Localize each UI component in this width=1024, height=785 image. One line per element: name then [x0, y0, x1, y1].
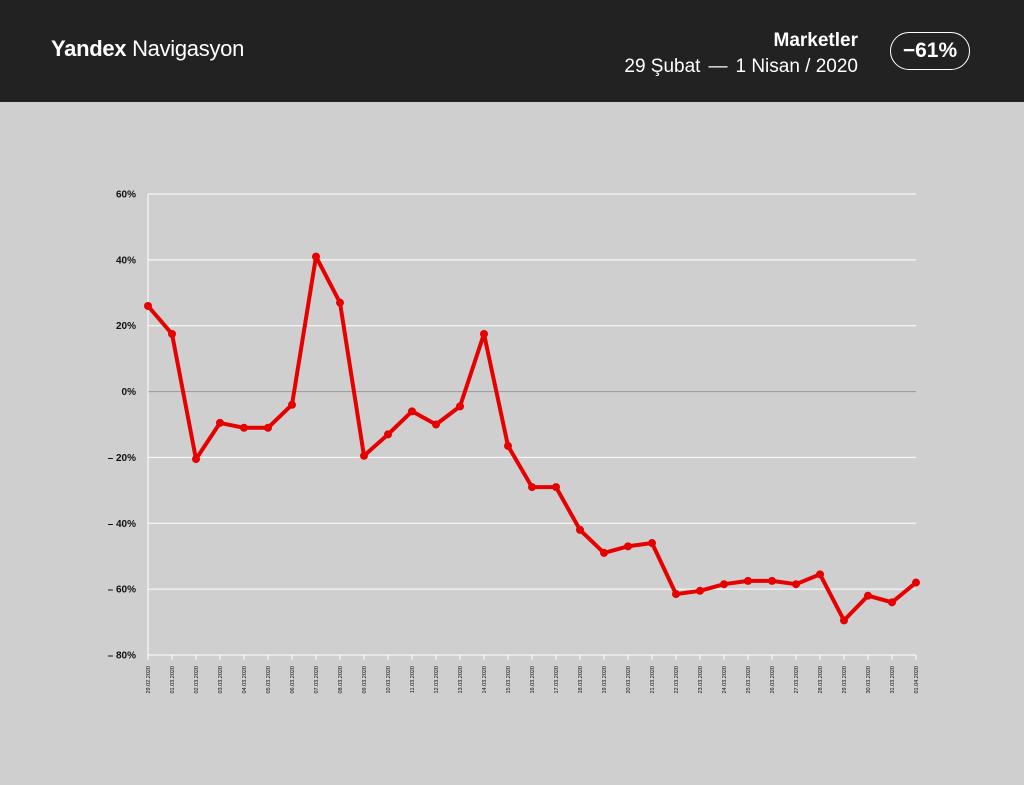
data-point	[552, 483, 560, 492]
y-tick-label: – 40%	[108, 519, 136, 530]
series-line	[146, 254, 918, 623]
data-point	[792, 580, 800, 589]
date-range-start: 29 Şubat	[624, 56, 701, 77]
x-tick-label: 25.03.2020	[746, 666, 752, 694]
x-tick-label: 02.03.2020	[194, 666, 200, 694]
data-point	[720, 580, 728, 589]
x-tick-label: 30.03.2020	[866, 666, 872, 694]
change-badge: −61%	[890, 32, 970, 70]
x-tick-label: 27.03.2020	[794, 666, 800, 694]
x-tick-label: 16.03.2020	[530, 666, 536, 694]
grid-lines	[148, 193, 916, 656]
y-tick-label: – 60%	[108, 585, 136, 596]
y-tick-label: 20%	[116, 321, 136, 332]
data-point	[360, 451, 368, 460]
x-tick-label: 29.02.2020	[146, 666, 152, 694]
x-tick-label: 12.03.2020	[434, 666, 440, 694]
x-tick-label: 01.03.2020	[170, 666, 176, 694]
x-tick-label: 06.03.2020	[290, 666, 296, 694]
date-range-separator: —	[708, 56, 728, 77]
data-point	[240, 423, 248, 432]
x-tick-label: 14.03.2020	[482, 666, 488, 694]
x-tick-label: 05.03.2020	[266, 666, 272, 694]
x-tick-label: 20.03.2020	[626, 666, 632, 694]
y-tick-label: 40%	[116, 255, 136, 266]
data-point	[672, 590, 680, 599]
date-range-end: 1 Nisan / 2020	[735, 56, 858, 77]
data-point	[480, 329, 488, 338]
x-tick-label: 08.03.2020	[338, 666, 344, 694]
date-range: 29 Şubat — 1 Nisan / 2020	[624, 54, 858, 80]
data-point	[864, 591, 872, 600]
x-tick-label: 22.03.2020	[674, 666, 680, 694]
x-axis-labels: 29.02.2020 01.03.2020 02.03.2020 03.03.2020…	[146, 655, 920, 694]
x-tick-label: 09.03.2020	[362, 666, 368, 694]
data-point	[456, 402, 464, 411]
y-tick-label: 60%	[116, 190, 136, 201]
x-tick-label: 11.03.2020	[410, 666, 416, 693]
data-point	[144, 301, 152, 310]
y-axis: 60% 40% 20% 0% – 20% – 40% – 60% – 80%	[108, 190, 149, 662]
data-point	[288, 400, 296, 409]
data-point	[312, 252, 320, 261]
data-point	[384, 430, 392, 439]
x-tick-label: 15.03.2020	[506, 666, 512, 694]
series-layer	[144, 252, 920, 625]
x-tick-label: 19.03.2020	[602, 666, 608, 694]
brand-logo: Yandex Navigasyon	[51, 36, 244, 62]
x-tick-label: 01.04.2020	[914, 666, 920, 694]
brand-product: Navigasyon	[132, 36, 245, 61]
header-bar: Yandex Navigasyon Marketler 29 Şubat — 1 N…	[0, 0, 1024, 102]
x-tick-label: 10.03.2020	[386, 666, 392, 694]
x-tick-label: 28.03.2020	[818, 666, 824, 694]
x-tick-label: 04.03.2020	[242, 666, 248, 694]
x-tick-label: 03.03.2020	[218, 666, 224, 694]
data-point	[432, 420, 440, 429]
data-point	[576, 525, 584, 534]
chart-category-title: Marketler	[773, 30, 859, 51]
brand-name: Yandex	[51, 36, 127, 61]
data-point	[336, 298, 344, 307]
x-tick-label: 24.03.2020	[722, 666, 728, 694]
data-point	[528, 483, 536, 492]
x-tick-label: 17.03.2020	[554, 666, 560, 694]
data-point	[408, 407, 416, 416]
y-tick-label: – 20%	[108, 453, 136, 464]
y-tick-label: 0%	[122, 387, 137, 398]
x-tick-label: 29.03.2020	[842, 666, 848, 694]
data-point	[168, 329, 176, 338]
x-tick-label: 31.03.2020	[890, 666, 896, 694]
data-point	[888, 598, 896, 607]
data-point	[504, 441, 512, 450]
y-tick-label: – 80%	[108, 651, 136, 662]
data-point	[600, 548, 608, 557]
x-tick-label: 21.03.2020	[650, 666, 656, 694]
data-point	[216, 418, 224, 427]
title-block: Marketler 29 Şubat — 1 Nisan / 2020	[624, 30, 858, 80]
x-tick-label: 07.03.2020	[314, 666, 320, 694]
x-tick-label: 23.03.2020	[698, 666, 704, 694]
data-point	[744, 576, 752, 585]
x-tick-label: 18.03.2020	[578, 666, 584, 694]
data-point	[192, 455, 200, 464]
x-tick-label: 26.03.2020	[770, 666, 776, 694]
data-point	[648, 539, 656, 548]
data-point	[264, 423, 272, 432]
data-point	[624, 542, 632, 551]
data-point	[912, 578, 920, 587]
data-point	[840, 616, 848, 625]
data-point	[768, 576, 776, 585]
x-tick-label: 13.03.2020	[458, 666, 464, 694]
data-point	[816, 570, 824, 579]
data-point	[696, 586, 704, 595]
